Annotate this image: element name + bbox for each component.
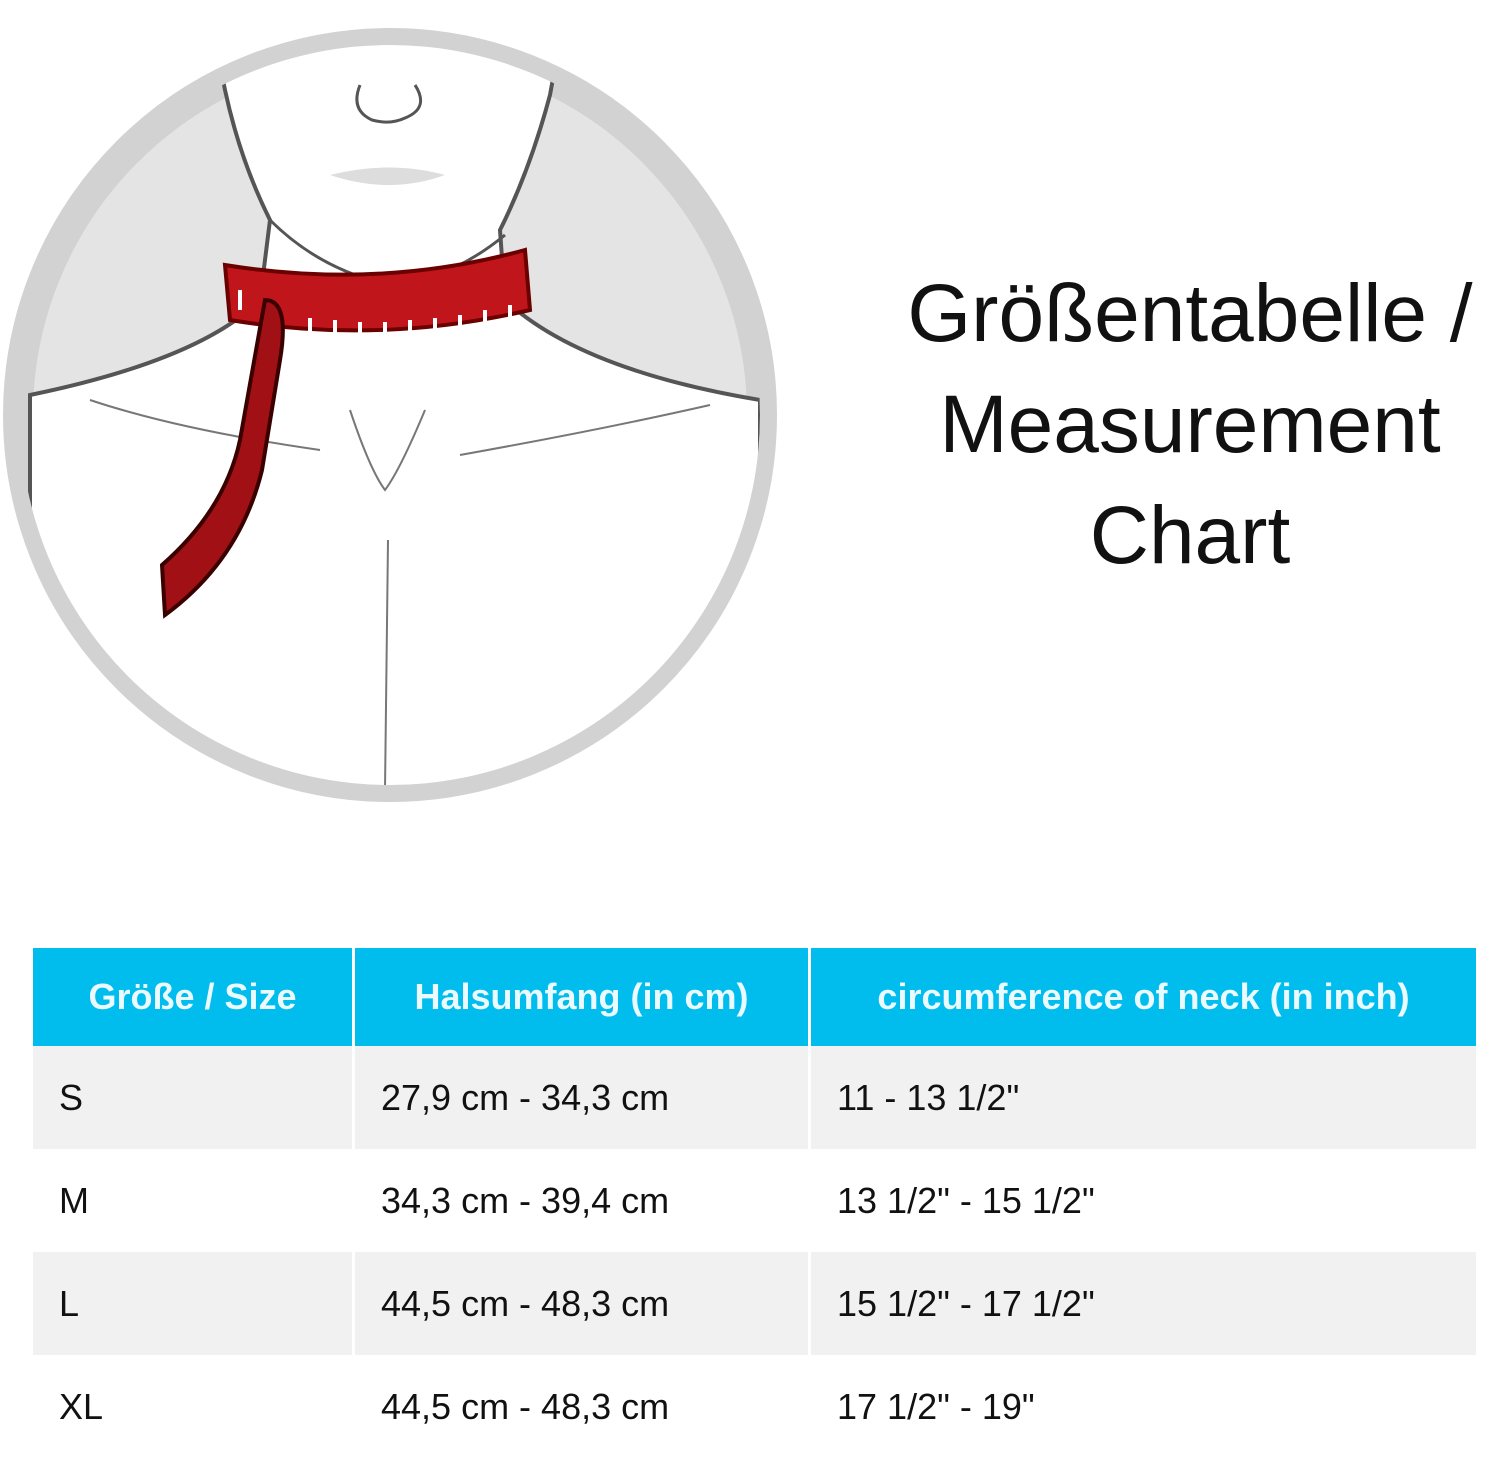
inch-cell: 11 - 13 1/2"	[811, 1046, 1476, 1149]
title-line-3: Chart	[1089, 490, 1291, 581]
title-line-1: Größentabelle /	[907, 268, 1473, 359]
cm-cell: 44,5 cm - 48,3 cm	[381, 1385, 670, 1427]
table-header-row: Größe / Size Halsumfang (in cm) circumfe…	[33, 948, 1476, 1046]
cm-cell: 44,5 cm - 48,3 cm	[355, 1252, 808, 1355]
header-inch: circumference of neck (in inch)	[811, 948, 1476, 1046]
page-title: Größentabelle / Measurement Chart	[870, 258, 1500, 591]
measuring-tape-icon	[222, 247, 533, 333]
cm-cell: 27,9 cm - 34,3 cm	[355, 1046, 808, 1149]
size-cell: L	[33, 1252, 352, 1355]
cm-cell: 34,3 cm - 39,4 cm	[381, 1179, 670, 1221]
neck-measurement-illustration	[3, 28, 777, 802]
size-cell: M	[59, 1179, 89, 1221]
size-cell: XL	[59, 1385, 104, 1427]
inch-cell: 13 1/2" - 15 1/2"	[837, 1179, 1095, 1221]
size-table: Größe / Size Halsumfang (in cm) circumfe…	[30, 948, 1479, 1458]
table-row: S 27,9 cm - 34,3 cm 11 - 13 1/2"	[33, 1046, 1476, 1149]
table-row: L 44,5 cm - 48,3 cm 15 1/2" - 17 1/2"	[33, 1252, 1476, 1355]
header-size: Größe / Size	[33, 948, 352, 1046]
size-cell: S	[33, 1046, 352, 1149]
table-row: M 34,3 cm - 39,4 cm 13 1/2" - 15 1/2"	[33, 1149, 1476, 1252]
header-cm: Halsumfang (in cm)	[355, 948, 808, 1046]
title-line-2: Measurement	[939, 379, 1441, 470]
inch-cell: 17 1/2" - 19"	[837, 1385, 1035, 1427]
table-row: XL 44,5 cm - 48,3 cm 17 1/2" - 19"	[33, 1355, 1476, 1458]
inch-cell: 15 1/2" - 17 1/2"	[811, 1252, 1476, 1355]
